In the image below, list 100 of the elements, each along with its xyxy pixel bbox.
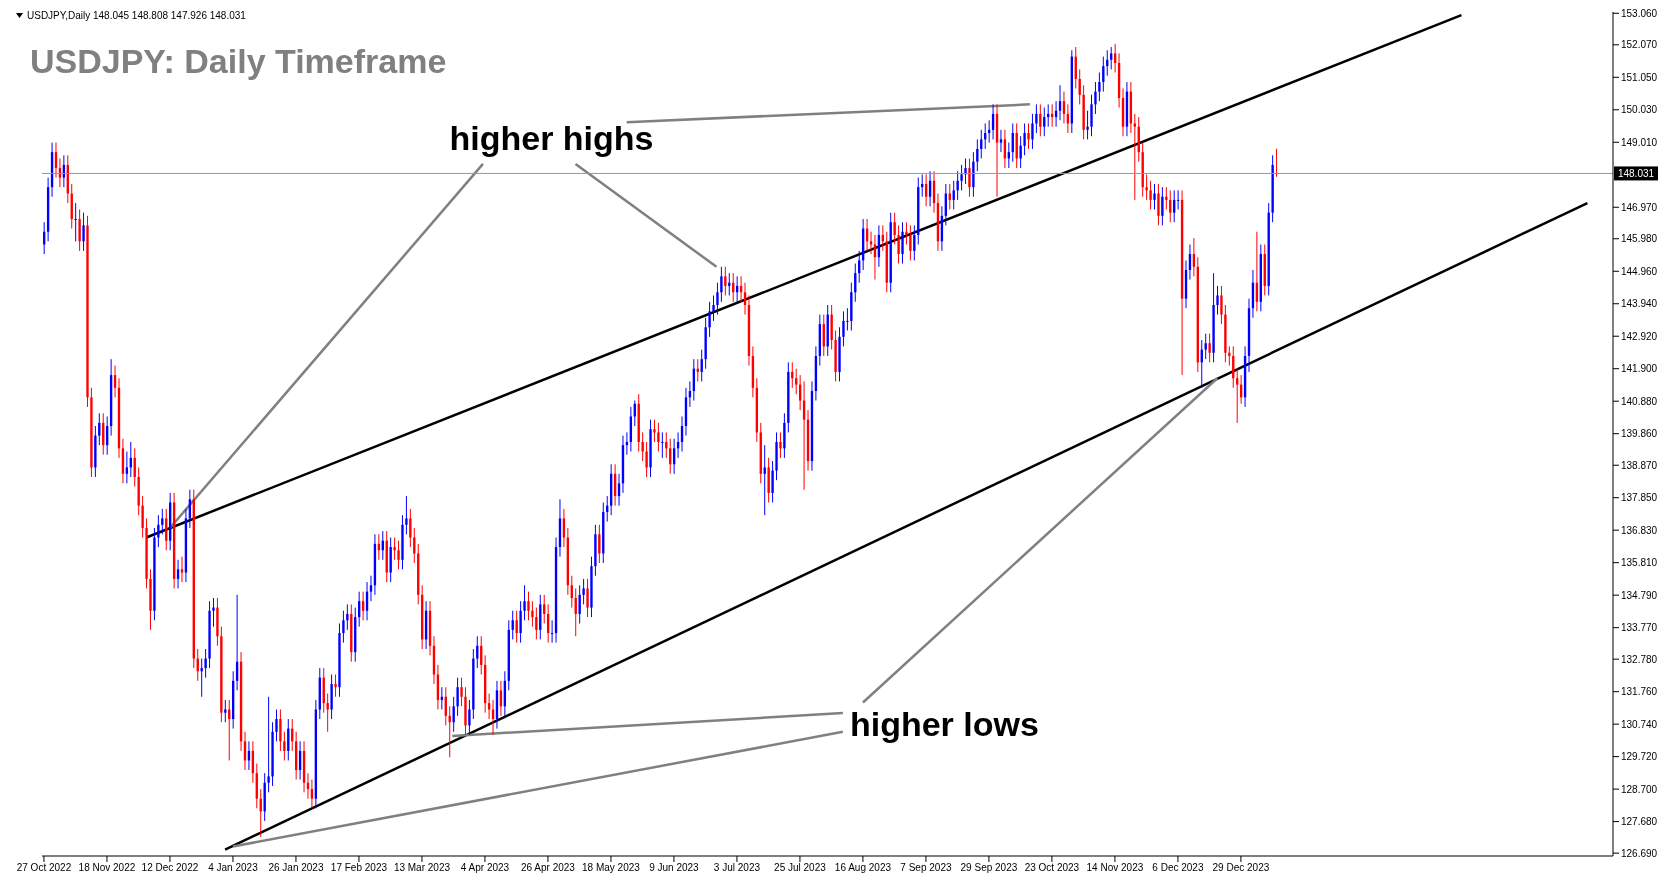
candlestick: [1161, 186, 1164, 226]
y-tick-label: 142.920: [1621, 330, 1658, 342]
x-tick-label: 27 Oct 2022: [16, 862, 72, 874]
candlestick: [653, 419, 656, 443]
candlestick: [1228, 345, 1231, 367]
candlestick: [456, 677, 459, 717]
x-tick-label: 6 Dec 2023: [1152, 862, 1204, 874]
y-tick-label: 140.880: [1621, 395, 1658, 407]
candlestick: [405, 495, 408, 535]
x-tick-label: 17 Feb 2023: [330, 862, 388, 874]
y-tick-label: 150.030: [1621, 104, 1658, 116]
annotation: higher highs: [449, 119, 654, 158]
candlestick: [999, 129, 1003, 153]
candlestick: [82, 212, 85, 252]
candlestick: [519, 600, 522, 644]
candlestick: [1086, 110, 1089, 140]
candlestick: [586, 578, 589, 618]
x-tick-label: 3 Jul 2023: [713, 862, 761, 874]
candlestick: [1090, 94, 1093, 137]
ref-line-label: 148.031: [1617, 168, 1655, 180]
y-tick-label: 141.900: [1621, 363, 1658, 375]
y-tick-label: 136.830: [1621, 524, 1658, 536]
y-tick-label: 133.770: [1621, 622, 1658, 634]
candlestick: [976, 138, 979, 172]
y-tick-label: 139.860: [1621, 428, 1658, 440]
x-tick-label: 4 Apr 2023: [460, 862, 510, 874]
candlestick: [334, 673, 337, 698]
candlestick: [795, 368, 798, 395]
candlestick: [1153, 183, 1156, 210]
candlestick: [661, 431, 664, 459]
x-tick-label: 25 Jul 2023: [774, 862, 827, 874]
candlestick: [468, 699, 471, 736]
y-tick-label: 129.720: [1621, 751, 1658, 763]
candlestick: [515, 610, 518, 644]
candlestick: [1176, 189, 1180, 210]
candlestick: [267, 696, 270, 793]
candlestick: [909, 224, 912, 261]
y-tick-label: 144.960: [1621, 265, 1658, 277]
candlestick: [279, 708, 282, 752]
text: USDJPY: Daily Timeframe: [30, 42, 447, 81]
candlestick: [1035, 103, 1038, 134]
y-tick-label: 128.700: [1621, 783, 1658, 795]
y-tick-label: 138.870: [1621, 459, 1658, 471]
candlestick: [1094, 81, 1097, 115]
x-tick-label: 16 Aug 2023: [834, 862, 892, 874]
candlestick: [125, 451, 129, 484]
x-tick-label: 14 Nov 2023: [1086, 862, 1144, 874]
candlestick: [901, 221, 904, 265]
candlestick: [74, 202, 77, 242]
x-tick-label: 9 Jun 2023: [649, 862, 700, 874]
candlestick: [141, 495, 144, 539]
candlestick: [1019, 135, 1022, 169]
candlestick: [1165, 186, 1168, 210]
candlestick: [1149, 180, 1152, 210]
candlestick: [346, 603, 349, 631]
candlestick: [161, 508, 164, 535]
x-tick-label: 7 Sep 2023: [900, 862, 952, 874]
candlestick: [763, 444, 766, 516]
candlestick: [960, 164, 963, 191]
candlestick: [393, 537, 396, 561]
y-tick-label: 131.760: [1621, 686, 1658, 698]
candlestick: [409, 508, 412, 548]
candlestick: [1145, 173, 1148, 201]
y-tick-label: 151.050: [1621, 71, 1658, 83]
x-tick-label: 12 Dec 2022: [141, 862, 199, 874]
candlestick: [913, 224, 916, 261]
candlestick: [1007, 142, 1011, 169]
candlestick: [1110, 46, 1113, 70]
candlestick: [968, 158, 971, 198]
candlestick: [283, 731, 286, 761]
y-tick-label: 135.810: [1621, 557, 1658, 569]
candlestick: [657, 422, 660, 453]
candlestick: [724, 266, 727, 296]
x-tick-label: 4 Jan 2023: [208, 862, 259, 874]
y-tick-label: 143.940: [1621, 298, 1658, 310]
candlestick: [369, 575, 373, 602]
candlestick: [578, 584, 581, 624]
candlestick: [1204, 333, 1207, 360]
candlestick: [708, 301, 711, 338]
candlestick: [452, 696, 455, 733]
y-tick-label: 153.060: [1621, 7, 1658, 19]
candlestick: [598, 524, 601, 564]
y-tick-label: 145.980: [1621, 233, 1658, 245]
candlestick: [523, 584, 526, 621]
x-tick-label: 18 May 2023: [582, 862, 641, 874]
candlestick: [550, 619, 554, 644]
x-tick-label: 26 Jan 2023: [268, 862, 324, 874]
candlestick: [1027, 122, 1030, 150]
y-tick-label: 149.010: [1621, 136, 1658, 148]
chart-subtitle: USDJPY,Daily 148.045 148.808 147.926 148.031: [27, 10, 246, 21]
candlestick: [535, 607, 538, 640]
y-tick-label: 152.070: [1621, 39, 1658, 51]
candlestick: [1102, 56, 1105, 93]
y-tick-label: 146.970: [1621, 201, 1658, 213]
candlestick: [779, 431, 782, 459]
x-tick-label: 18 Nov 2022: [78, 862, 136, 874]
y-tick-label: 130.740: [1621, 718, 1658, 730]
candlestick: [212, 597, 215, 628]
candlestick: [1031, 113, 1034, 150]
candlestick: [842, 310, 845, 347]
